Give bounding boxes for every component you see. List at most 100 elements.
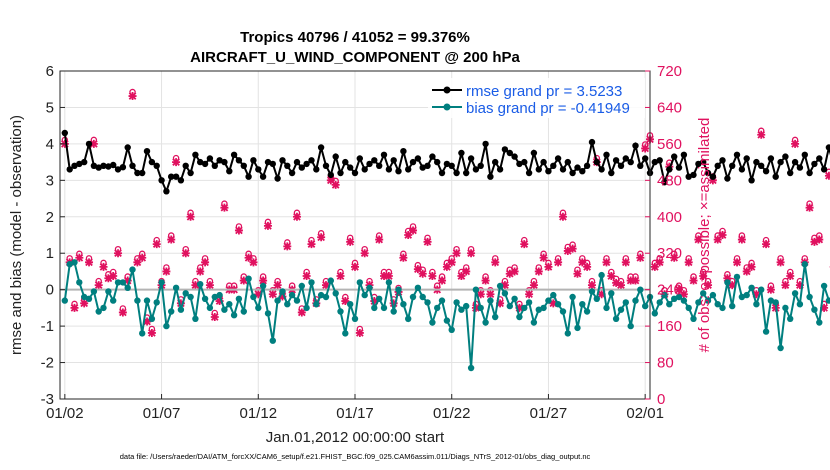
bias-point <box>197 281 204 288</box>
obs-assimilated-marker <box>331 180 340 189</box>
obs-assimilated-marker <box>728 281 737 290</box>
bias-point <box>467 364 475 372</box>
x-axis-label: Jan.01,2012 00:00:00 start <box>266 429 445 446</box>
obs-assimilated-marker <box>747 262 756 271</box>
obs-assimilated-marker <box>805 203 814 212</box>
obs-assimilated-marker <box>181 249 190 258</box>
y-axis-left: -3 -2 -1 0 1 2 3 4 5 6 <box>41 63 65 408</box>
rmse-point <box>709 173 717 180</box>
obs-assimilated-marker <box>723 274 732 283</box>
rmse-point <box>192 151 199 158</box>
rmse-point <box>390 157 397 164</box>
obs-assimilated-marker <box>283 242 292 251</box>
obs-assimilated-marker <box>554 258 563 267</box>
obs-assimilated-marker <box>428 272 437 280</box>
obs-assimilated-marker <box>109 272 118 280</box>
x-tick-label: 01/12 <box>240 405 278 422</box>
obs-assimilated-marker <box>737 235 746 244</box>
y-left-tick-label: 2 <box>46 209 54 226</box>
rmse-point <box>356 155 363 162</box>
rmse-point <box>264 158 272 166</box>
rmse-point <box>511 153 518 160</box>
obs-assimilated-marker <box>810 237 819 246</box>
bias-point <box>105 288 112 295</box>
rmse-point <box>409 158 417 166</box>
bias-point <box>540 304 547 312</box>
bias-point <box>569 293 576 301</box>
bias-point <box>724 279 731 286</box>
bias-point <box>767 297 775 304</box>
bias-point <box>758 286 765 293</box>
rmse-point <box>371 157 378 164</box>
rmse-point <box>279 157 286 164</box>
bias-point <box>482 319 489 326</box>
rmse-point <box>148 158 156 166</box>
rmse-point <box>163 188 170 195</box>
bias-point <box>564 330 571 337</box>
obs-assimilated-marker <box>317 233 326 242</box>
obs-assimilated-marker <box>249 258 258 267</box>
obs-assimilated-marker <box>563 246 572 255</box>
bias-point <box>376 295 383 302</box>
rmse-point <box>255 166 262 173</box>
bias-point <box>574 324 581 332</box>
obs-assimilated-marker <box>481 276 490 285</box>
rmse-point <box>66 166 73 173</box>
rmse-point <box>385 166 393 173</box>
rmse-point <box>114 166 122 173</box>
obs-assimilated-marker <box>578 258 587 267</box>
bias-point <box>119 279 127 286</box>
obs-assimilated-marker <box>176 299 185 308</box>
bias-point <box>593 295 600 302</box>
rmse-point <box>762 168 770 175</box>
obs-assimilated-marker <box>75 253 84 262</box>
y-right-tick-label: 320 <box>657 245 682 262</box>
rmse-point <box>685 173 692 180</box>
rmse-point <box>110 161 117 169</box>
y-right-tick-label: 80 <box>657 355 674 372</box>
rmse-point <box>158 177 165 184</box>
obs-assimilated-marker <box>636 253 645 262</box>
obs-assimilated-marker <box>510 267 519 276</box>
rmse-point <box>525 169 533 177</box>
bias-point <box>675 293 683 301</box>
bias-point <box>700 290 707 297</box>
rmse-point <box>603 151 610 158</box>
rmse-point <box>453 169 460 177</box>
bias-point <box>487 297 494 304</box>
bias-point <box>139 330 146 337</box>
legend-rmse-marker <box>443 86 451 94</box>
obs-assimilated-marker <box>491 258 500 267</box>
obs-assimilated-marker <box>699 272 708 280</box>
bias-point <box>690 315 697 322</box>
bias-point <box>226 301 233 308</box>
bias-point <box>419 293 426 301</box>
rmse-point <box>501 146 509 153</box>
bias-point <box>303 304 310 312</box>
bias-point <box>201 295 209 302</box>
rmse-point <box>612 157 620 164</box>
bias-point <box>617 306 625 313</box>
obs-assimilated-marker <box>655 258 664 267</box>
rmse-point <box>704 169 712 177</box>
obs-assimilated-marker <box>694 235 703 244</box>
rmse-point <box>695 160 702 168</box>
bias-point <box>651 310 658 317</box>
rmse-point <box>458 149 465 157</box>
bias-point <box>511 295 518 302</box>
obs-assimilated-marker <box>476 290 485 299</box>
y-right-tick-label: 0 <box>657 391 665 408</box>
rmse-point <box>777 158 784 166</box>
obs-assimilated-marker <box>186 212 195 221</box>
rmse-point <box>197 158 204 166</box>
rmse-point <box>598 166 605 173</box>
obs-assimilated-marker <box>70 303 79 312</box>
rmse-point <box>206 155 214 162</box>
bias-point <box>371 304 378 312</box>
rmse-point <box>772 173 779 180</box>
obs-assimilated-marker <box>534 267 543 276</box>
obs-assimilated-marker <box>616 281 625 290</box>
x-tick-label: 01/22 <box>433 405 471 422</box>
bias-point <box>81 293 88 301</box>
